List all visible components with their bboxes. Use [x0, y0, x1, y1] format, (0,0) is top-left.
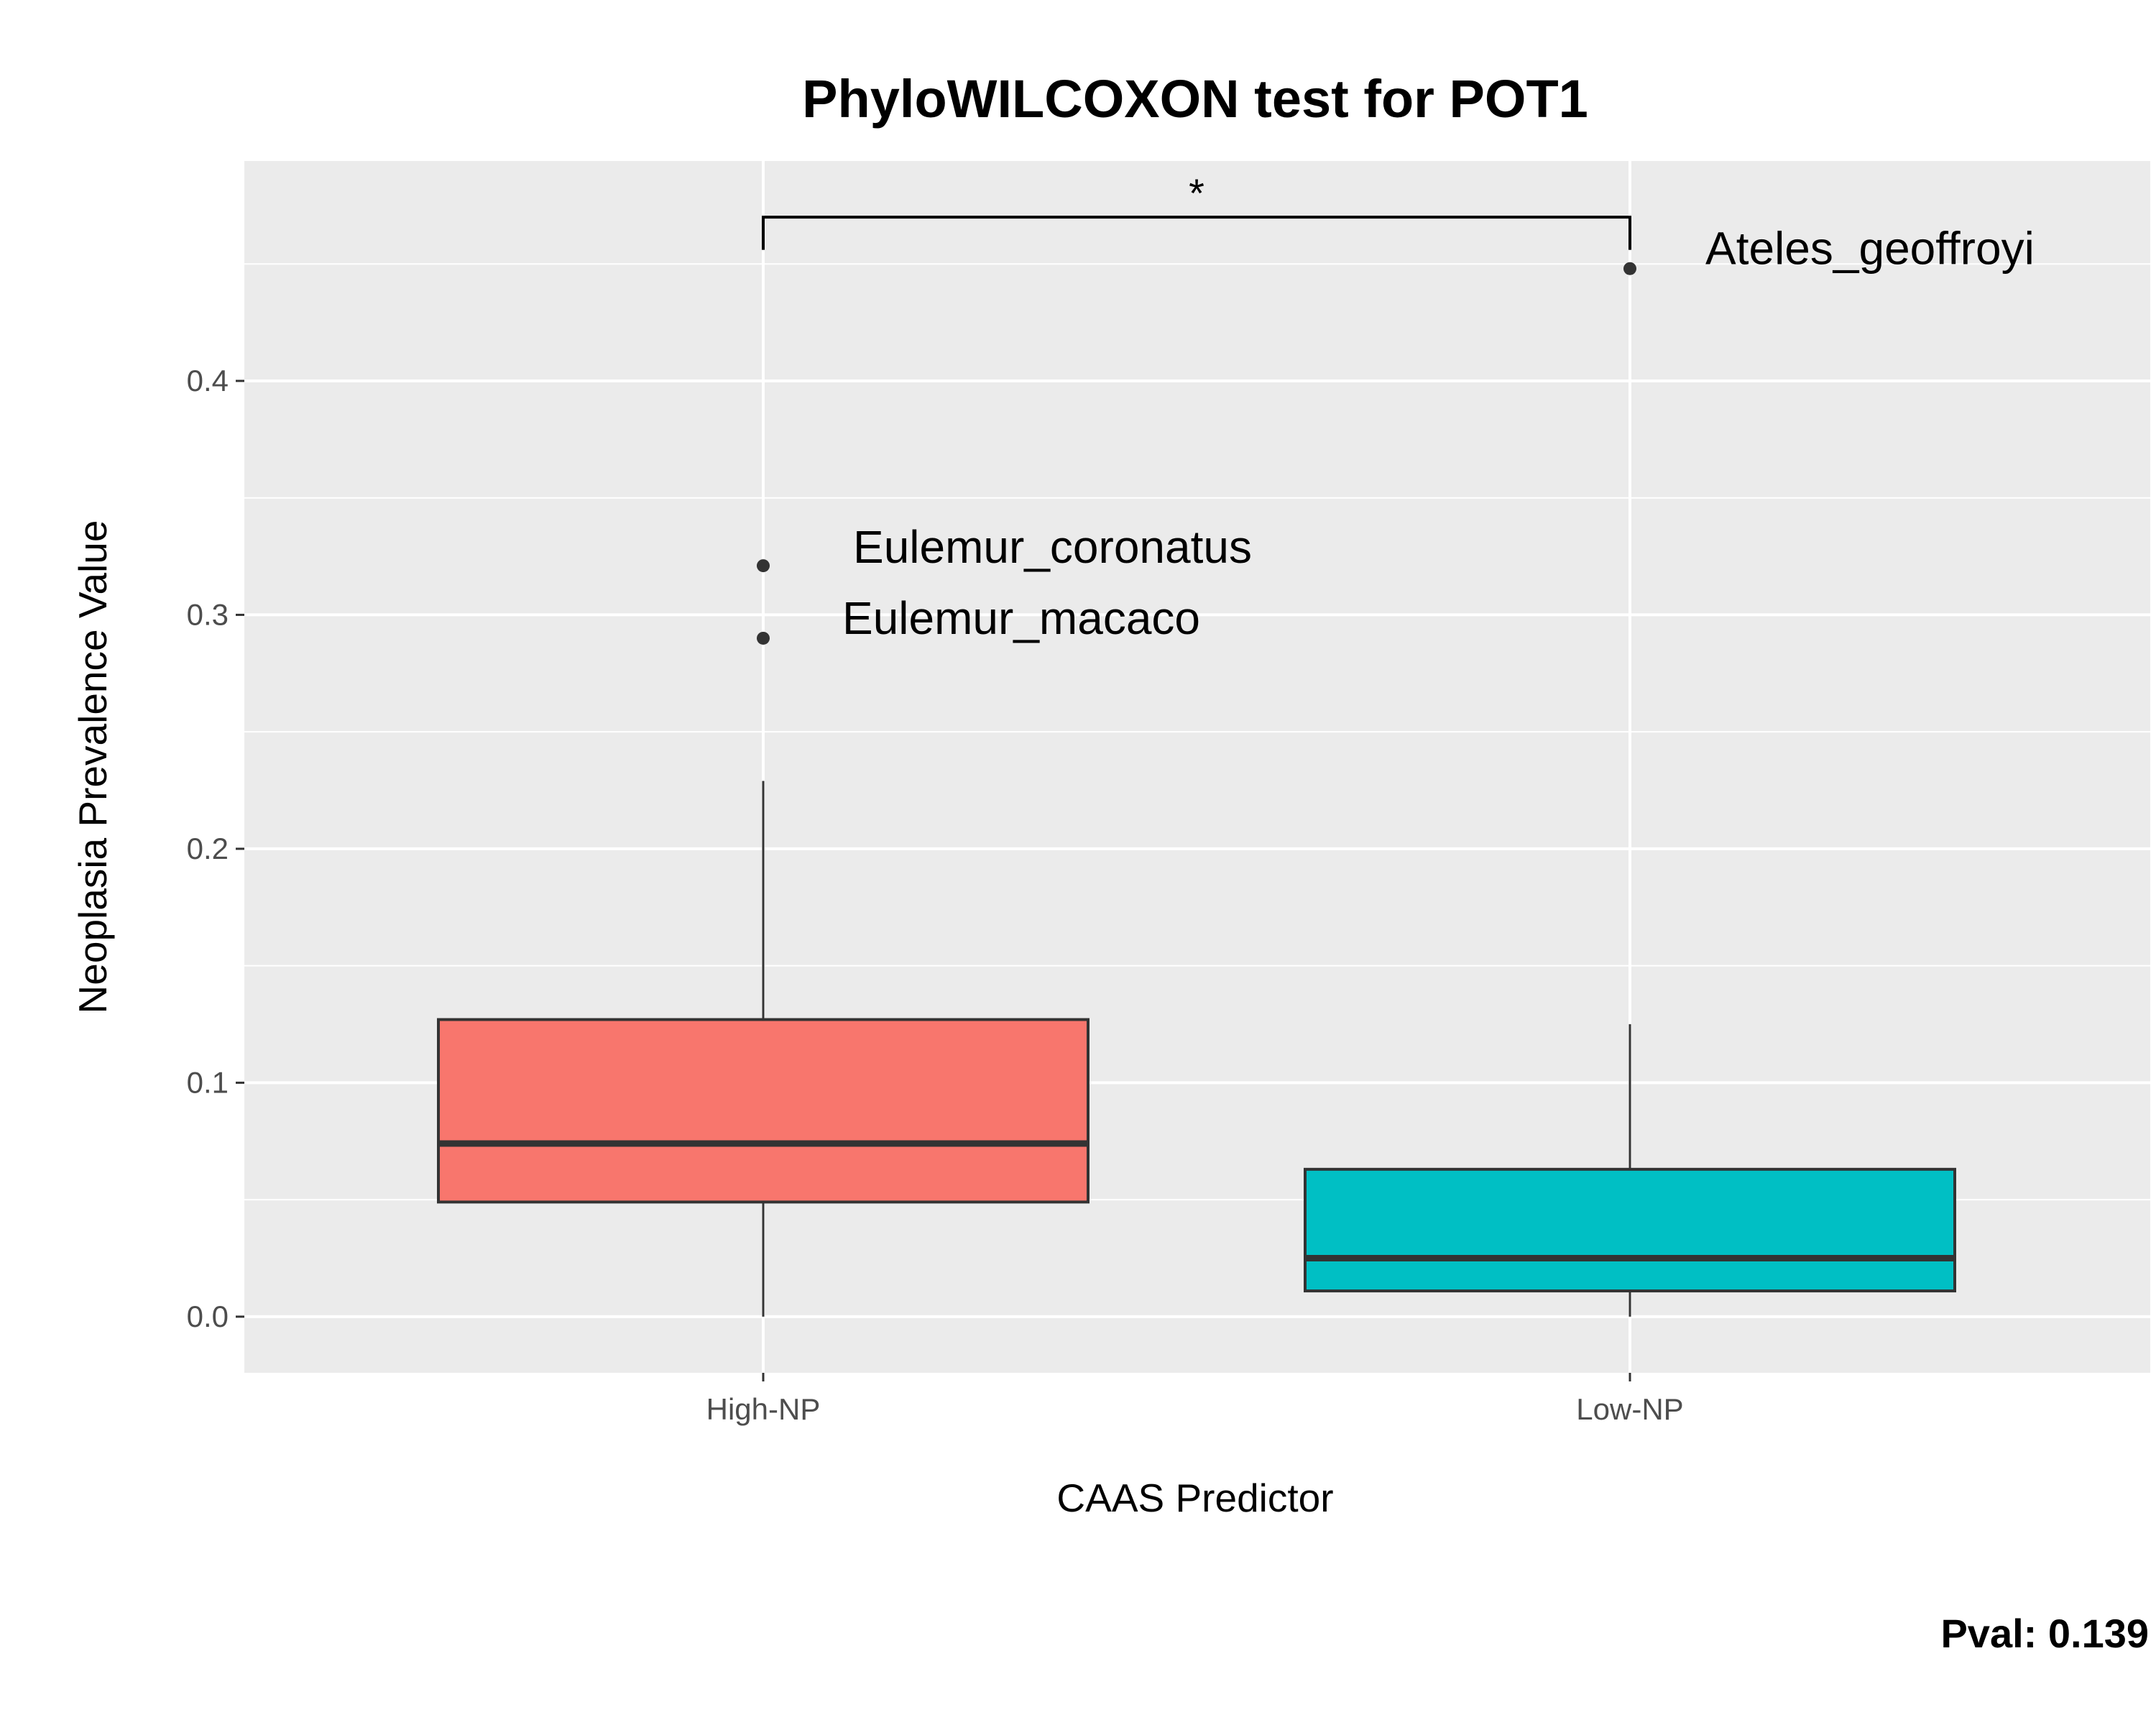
outlier-label: Eulemur_coronatus	[853, 521, 1252, 573]
box-low-np	[1304, 1167, 1956, 1293]
outlier-point	[757, 559, 770, 573]
outlier-label: Eulemur_macaco	[842, 592, 1200, 644]
significance-label: *	[1189, 170, 1204, 216]
y-axis-title: Neoplasia Prevalence Value	[70, 520, 115, 1014]
x-tick-label: Low-NP	[1576, 1392, 1683, 1426]
significance-bracket	[762, 216, 1631, 250]
x-axis-title: CAAS Predictor	[1056, 1476, 1333, 1520]
outlier-label: Ateles_geoffroyi	[1705, 223, 2035, 275]
outlier-point	[1623, 262, 1636, 275]
grid-lines	[244, 161, 2150, 1373]
chart-title: PhyloWILCOXON test for POT1	[802, 69, 1588, 129]
p-value-text: Pval: 0.139	[1940, 1611, 2149, 1656]
y-tick-label: 0.3	[187, 597, 229, 631]
y-axis: 0.0 0.1 0.2 0.3 0.4	[187, 364, 244, 1333]
y-tick-label: 0.4	[187, 364, 229, 397]
outlier-point	[757, 631, 770, 645]
box-high-np	[437, 1018, 1089, 1204]
y-tick-label: 0.1	[187, 1065, 229, 1099]
annotations: Eulemur_coronatus Eulemur_macaco Ateles_ge…	[762, 170, 2035, 644]
x-tick-label: High-NP	[706, 1392, 821, 1426]
x-axis: High-NP Low-NP	[706, 1373, 1684, 1426]
y-tick-label: 0.2	[187, 832, 229, 865]
y-tick-label: 0.0	[187, 1300, 229, 1333]
boxes	[437, 262, 1956, 1317]
